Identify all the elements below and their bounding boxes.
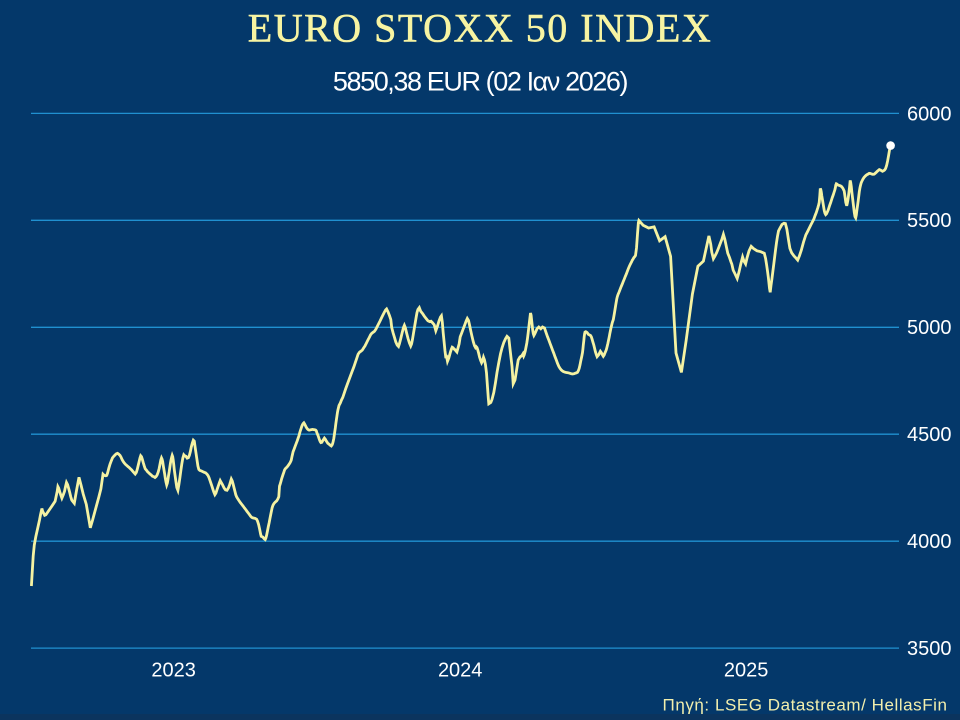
svg-text:5850,38 EUR (02 Ιαν 2026): 5850,38 EUR (02 Ιαν 2026) [333, 67, 628, 97]
svg-text:5000: 5000 [907, 317, 952, 339]
svg-text:6000: 6000 [907, 103, 952, 125]
svg-text:3500: 3500 [907, 638, 952, 660]
svg-text:5500: 5500 [907, 210, 952, 232]
svg-text:Πηγή: LSEG Datastream/ HellasF: Πηγή: LSEG Datastream/ HellasFin [663, 696, 948, 715]
svg-text:4500: 4500 [907, 424, 952, 446]
svg-text:2024: 2024 [438, 659, 483, 681]
svg-text:4000: 4000 [907, 531, 952, 553]
svg-text:EURO STOXX 50 INDEX: EURO STOXX 50 INDEX [248, 6, 712, 51]
svg-text:2023: 2023 [151, 659, 196, 681]
svg-text:2025: 2025 [724, 659, 769, 681]
